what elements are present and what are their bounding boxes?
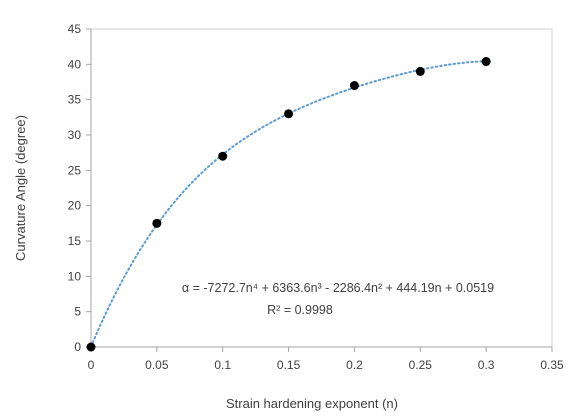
y-tick-label: 30 [68,128,82,142]
data-points [86,57,491,352]
y-tick-label: 35 [68,93,82,107]
data-point [218,151,228,161]
x-tick-label: 0.05 [145,358,169,372]
y-tick-label: 45 [68,22,82,36]
data-point [481,57,491,67]
x-tick-label: 0.3 [478,358,495,372]
x-tick-label: 0.2 [346,358,363,372]
data-point [415,66,425,76]
y-tick-label: 5 [74,305,81,319]
y-tick-label: 25 [68,163,82,177]
data-point [349,81,359,91]
y-tick-label: 20 [68,199,82,213]
x-tick-label: 0.35 [540,358,564,372]
y-tick-label: 0 [74,340,81,354]
y-tick-label: 10 [68,269,82,283]
r-squared-label: R² = 0.9998 [267,303,333,317]
data-point [152,218,162,228]
data-point [86,342,96,352]
x-axis-title: Strain hardening exponent (n) [226,396,398,411]
x-tick-label: 0.15 [277,358,301,372]
equation-label: α = -7272.7n⁴ + 6363.6n³ - 2286.4n² + 44… [182,281,494,295]
y-axis-ticks: 0 5 10 15 20 25 30 35 40 45 [68,22,91,354]
plot-area-border [90,28,553,348]
y-tick-label: 15 [68,234,82,248]
data-point [284,109,294,119]
x-tick-label: 0.25 [409,358,433,372]
y-axis-title: Curvature Angle (degree) [13,115,28,261]
x-tick-label: 0.1 [214,358,231,372]
x-tick-label: 0 [88,358,95,372]
x-axis-ticks: 0 0.05 0.1 0.15 0.2 0.25 0.3 0.35 [88,347,564,372]
y-tick-label: 40 [68,57,82,71]
